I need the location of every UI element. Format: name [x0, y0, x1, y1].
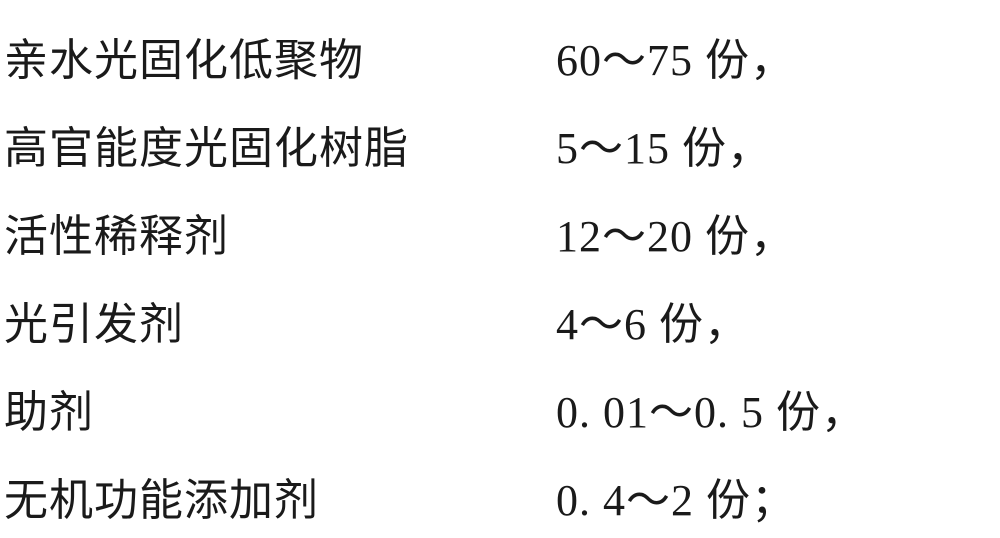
- table-row: 无机功能添加剂 0. 4～2 份；: [0, 448, 1000, 536]
- ingredient-amount: 0. 4～2 份；: [556, 464, 796, 528]
- ingredient-label: 高官能度光固化树脂: [4, 112, 409, 176]
- table-row: 亲水光固化低聚物 60～75 份，: [0, 8, 1000, 96]
- ingredient-label: 助剂: [4, 376, 94, 440]
- table-row: 光引发剂 4～6 份，: [0, 272, 1000, 360]
- ingredient-list: 亲水光固化低聚物 60～75 份， 高官能度光固化树脂 5～15 份， 活性稀释…: [0, 0, 1000, 538]
- ingredient-amount: 12～20 份，: [556, 200, 795, 264]
- ingredient-label: 活性稀释剂: [4, 200, 229, 264]
- table-row: 助剂 0. 01～0. 5 份，: [0, 360, 1000, 448]
- table-row: 活性稀释剂 12～20 份，: [0, 184, 1000, 272]
- ingredient-amount: 5～15 份，: [556, 112, 772, 176]
- ingredient-label: 无机功能添加剂: [4, 464, 319, 528]
- ingredient-amount: 4～6 份，: [556, 288, 749, 352]
- ingredient-amount: 0. 01～0. 5 份，: [556, 376, 866, 440]
- ingredient-amount: 60～75 份，: [556, 24, 795, 88]
- ingredient-label: 亲水光固化低聚物: [4, 24, 364, 88]
- table-row: 高官能度光固化树脂 5～15 份，: [0, 96, 1000, 184]
- ingredient-label: 光引发剂: [4, 288, 184, 352]
